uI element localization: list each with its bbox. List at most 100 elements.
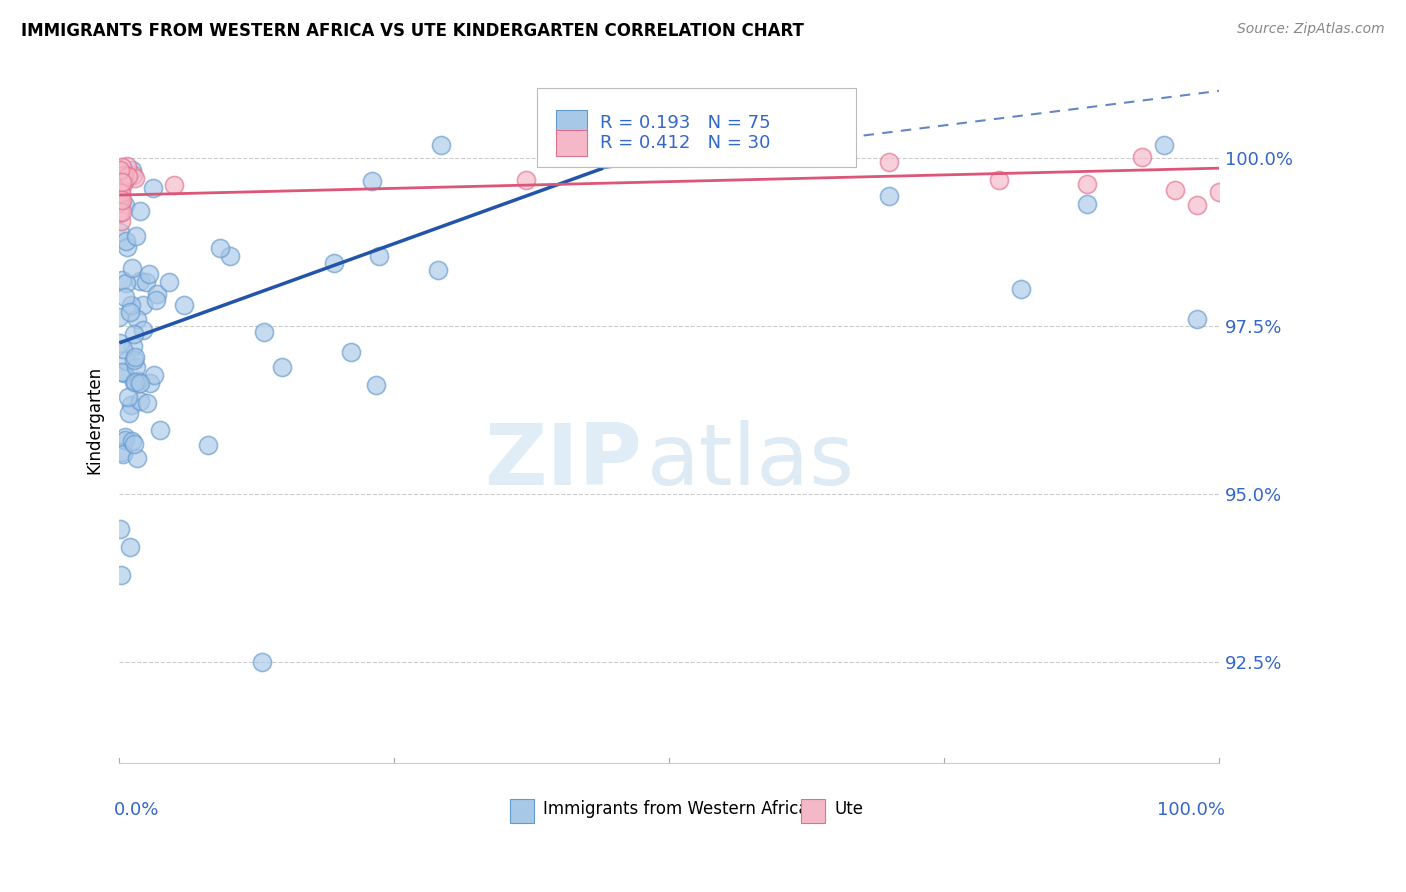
Point xyxy=(115,354,138,368)
Point xyxy=(122,168,145,182)
Point xyxy=(108,191,131,205)
Point xyxy=(323,256,346,270)
Point xyxy=(112,447,135,461)
Point xyxy=(118,305,141,319)
Point xyxy=(713,148,735,162)
Point xyxy=(111,273,134,287)
Point xyxy=(117,169,139,183)
Point xyxy=(138,267,160,281)
Point xyxy=(124,376,146,390)
Point xyxy=(877,189,900,203)
Point xyxy=(110,182,132,196)
Bar xyxy=(510,799,534,823)
Point xyxy=(145,293,167,308)
Point xyxy=(515,173,537,187)
Point xyxy=(124,326,146,341)
Point xyxy=(128,376,150,390)
Point xyxy=(253,325,276,339)
Point xyxy=(112,175,135,189)
Point xyxy=(121,434,143,448)
Point xyxy=(218,249,240,263)
Point xyxy=(117,240,139,254)
Text: Source: ZipAtlas.com: Source: ZipAtlas.com xyxy=(1237,22,1385,37)
Bar xyxy=(555,110,586,136)
Point xyxy=(1130,150,1153,164)
Point xyxy=(110,365,132,379)
Point xyxy=(132,298,155,312)
Point xyxy=(129,275,152,289)
Point xyxy=(988,173,1011,187)
Point xyxy=(111,160,134,174)
Point xyxy=(138,376,160,390)
Point xyxy=(339,345,361,359)
Point xyxy=(271,360,294,375)
Text: 0.0%: 0.0% xyxy=(114,801,159,819)
Point xyxy=(1185,312,1208,326)
Point xyxy=(429,137,451,152)
Point xyxy=(121,163,143,178)
Point xyxy=(108,206,131,220)
Point xyxy=(111,175,134,189)
Point xyxy=(124,351,146,365)
Point xyxy=(110,163,132,178)
Point xyxy=(110,195,132,210)
Point xyxy=(1185,198,1208,212)
Text: 100.0%: 100.0% xyxy=(1157,801,1225,819)
Point xyxy=(114,433,136,447)
Point xyxy=(1076,197,1098,211)
Point xyxy=(120,398,142,412)
Point xyxy=(117,390,139,404)
Point xyxy=(118,406,141,420)
Point xyxy=(364,377,387,392)
Point xyxy=(1208,185,1230,199)
Point xyxy=(110,186,132,201)
Bar xyxy=(555,130,586,156)
Point xyxy=(115,159,138,173)
Point xyxy=(146,286,169,301)
Point xyxy=(157,275,180,289)
Point xyxy=(118,540,141,554)
Point xyxy=(173,298,195,312)
Point xyxy=(114,430,136,444)
Point xyxy=(1153,137,1175,152)
Point xyxy=(127,374,149,388)
Point xyxy=(1076,177,1098,191)
Point xyxy=(163,178,186,193)
Point xyxy=(111,175,134,189)
Y-axis label: Kindergarten: Kindergarten xyxy=(86,367,103,475)
Point xyxy=(197,438,219,452)
Point xyxy=(361,174,384,188)
Point xyxy=(110,567,132,582)
Point xyxy=(135,276,157,290)
Point xyxy=(131,323,153,337)
Point xyxy=(112,342,135,356)
Point xyxy=(136,396,159,410)
Text: Ute: Ute xyxy=(834,800,863,818)
Point xyxy=(111,205,134,219)
Text: atlas: atlas xyxy=(647,420,855,503)
Point xyxy=(108,336,131,351)
Point xyxy=(367,249,389,263)
Point xyxy=(1010,282,1032,296)
Point xyxy=(114,235,136,249)
Point xyxy=(129,203,152,218)
Point xyxy=(142,181,165,195)
Point xyxy=(124,170,146,185)
Point xyxy=(108,205,131,219)
Point xyxy=(148,423,170,437)
Point xyxy=(209,241,232,255)
Text: R = 0.412   N = 30: R = 0.412 N = 30 xyxy=(600,135,770,153)
Text: Immigrants from Western Africa: Immigrants from Western Africa xyxy=(543,800,808,818)
Text: IMMIGRANTS FROM WESTERN AFRICA VS UTE KINDERGARTEN CORRELATION CHART: IMMIGRANTS FROM WESTERN AFRICA VS UTE KI… xyxy=(21,22,804,40)
Point xyxy=(128,393,150,408)
Point xyxy=(122,436,145,450)
Point xyxy=(1164,184,1187,198)
Point xyxy=(114,198,136,212)
Bar xyxy=(801,799,825,823)
Point xyxy=(111,445,134,459)
Point xyxy=(114,290,136,304)
Point xyxy=(122,375,145,389)
Point xyxy=(125,360,148,375)
Point xyxy=(121,339,143,353)
Point xyxy=(125,229,148,244)
